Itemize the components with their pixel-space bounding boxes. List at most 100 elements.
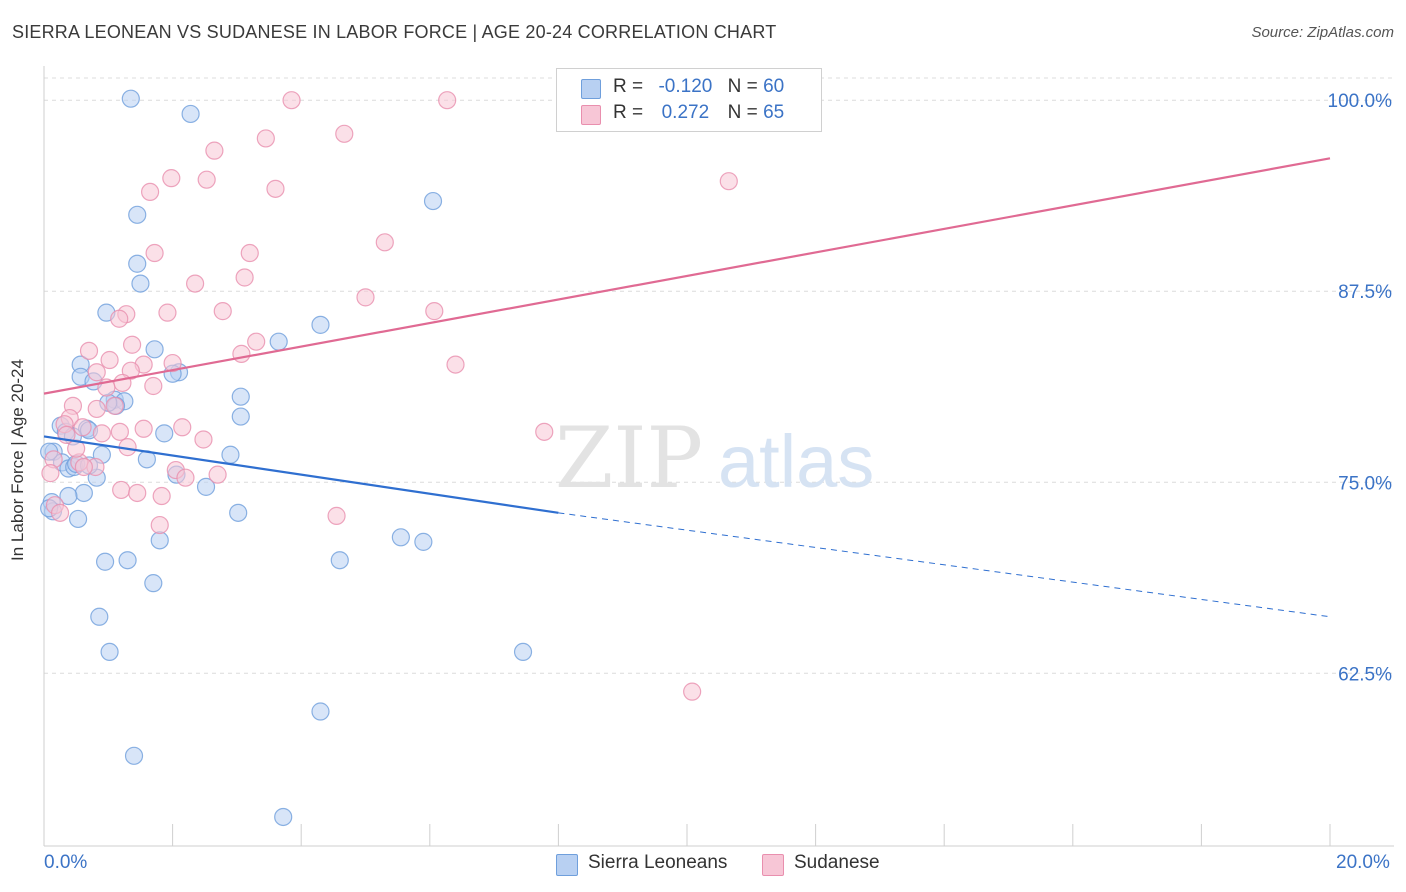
sudanese-point (134, 419, 153, 438)
sudanese-point (176, 468, 195, 487)
sierra-leonean-trendline-extension (558, 512, 1331, 618)
legend-r-value: -0.120 (658, 76, 713, 97)
sierra-leonean-point (150, 531, 169, 550)
sudanese-point (128, 483, 147, 503)
sierra-leonean-point (121, 89, 140, 108)
sierra-leonean-point (124, 746, 144, 765)
watermark: ZIP atlas (555, 409, 874, 507)
sudanese-point (100, 350, 119, 370)
legend-n-label: N = (727, 76, 758, 97)
sierra-leonean-point (118, 551, 137, 570)
sudanese-point (197, 170, 216, 189)
legend-swatch-pink (581, 105, 601, 125)
grid-layer (44, 77, 1394, 674)
sudanese-point (144, 376, 163, 396)
watermark-zip: ZIP (555, 409, 703, 507)
sudanese-point (535, 422, 554, 441)
watermark-atlas: atlas (718, 420, 874, 503)
sudanese-point (438, 91, 457, 110)
sierra-leonean-point (90, 607, 109, 626)
sierra-leonean-point (181, 104, 200, 124)
sierra-leonean-point (131, 274, 150, 293)
legend-r-value: 0.272 (661, 102, 710, 123)
sierra-leonean-point (144, 574, 163, 593)
sudanese-point (158, 303, 177, 322)
sudanese-point (145, 243, 164, 263)
sudanese-point (113, 373, 132, 393)
y-tick-label: 62.5% (1338, 664, 1392, 685)
sudanese-point (162, 169, 181, 188)
sierra-leonean-point (229, 503, 248, 522)
sudanese-point (87, 363, 106, 382)
legend-n-value: 60 (763, 76, 785, 97)
sudanese-point (186, 274, 205, 293)
sudanese-point (74, 457, 93, 477)
sudanese-point (213, 302, 232, 321)
sierra-leonean-point (414, 532, 433, 551)
sierra-leonean-point (269, 332, 288, 351)
legend-n-value: 65 (763, 102, 785, 123)
sudanese-point (327, 506, 346, 525)
sudanese-point (152, 486, 171, 506)
sierra-leonean-point (145, 340, 164, 359)
sudanese-point (266, 179, 285, 198)
sudanese-point (140, 182, 160, 202)
sudanese-point (375, 233, 394, 252)
sierra-leonean-point (391, 528, 410, 547)
sudanese-point (163, 353, 182, 373)
sierra-leonean-point (221, 445, 240, 464)
stats-legend: R = -0.120 N = 60 R = 0.272 N = 65 (556, 68, 822, 132)
sudanese-point (173, 418, 192, 437)
sierra-leonean-point (274, 807, 293, 827)
y-axis-title: In Labor Force | Age 20-24 (8, 359, 27, 561)
bottom-legend-label: Sudanese (794, 852, 880, 873)
sudanese-point (105, 396, 124, 415)
sudanese-point (150, 515, 169, 535)
sudanese-point (335, 124, 354, 143)
sudanese-point (446, 355, 465, 374)
sudanese-point (247, 332, 266, 351)
bottom-legend-swatch-pink (762, 854, 784, 876)
sierra-leonean-point (128, 205, 147, 224)
sierra-leonean-point (231, 387, 250, 406)
sudanese-point (205, 141, 224, 160)
sudanese-point (683, 682, 702, 701)
sudanese-point (356, 288, 375, 307)
sudanese-point (282, 91, 301, 110)
sudanese-point (73, 418, 92, 437)
sierra-leonean-trendline (43, 435, 559, 514)
sudanese-point (92, 424, 111, 443)
sierra-leonean-point (231, 407, 250, 426)
legend-swatch-blue (581, 79, 601, 99)
sudanese-point (194, 430, 213, 449)
bottom-legend-label: Sierra Leoneans (588, 852, 728, 873)
sierra-leonean-point (311, 315, 330, 334)
sudanese-point (240, 243, 259, 263)
sudanese-point (425, 302, 444, 321)
sudanese-point (112, 480, 131, 500)
sierra-leonean-point (196, 477, 216, 496)
legend-r-label: R = (613, 102, 644, 123)
sudanese-point (110, 309, 129, 328)
sudanese-trendline (43, 157, 1331, 395)
sierra-leonean-point (513, 642, 533, 662)
trend-layer (43, 157, 1331, 618)
sierra-leonean-point (68, 509, 88, 529)
sudanese-point (110, 422, 129, 441)
y-tick-label: 75.0% (1338, 473, 1392, 494)
legend-n-label: N = (727, 102, 758, 123)
sudanese-point (208, 465, 227, 484)
sudanese-point (41, 464, 60, 483)
sierra-leonean-point (100, 642, 119, 662)
sierra-leonean-point (155, 424, 174, 443)
x-tick-min: 0.0% (44, 852, 88, 873)
y-tick-labels: 62.5% 75.0% 87.5% 100.0% (1328, 91, 1393, 685)
source-credit: Source: ZipAtlas.com (1251, 24, 1394, 41)
points-layer (40, 89, 738, 827)
y-tick-label: 87.5% (1338, 282, 1392, 303)
sierra-leonean-point (74, 483, 93, 503)
sudanese-point (256, 129, 275, 148)
sudanese-point (79, 341, 99, 360)
sudanese-point (235, 268, 254, 287)
